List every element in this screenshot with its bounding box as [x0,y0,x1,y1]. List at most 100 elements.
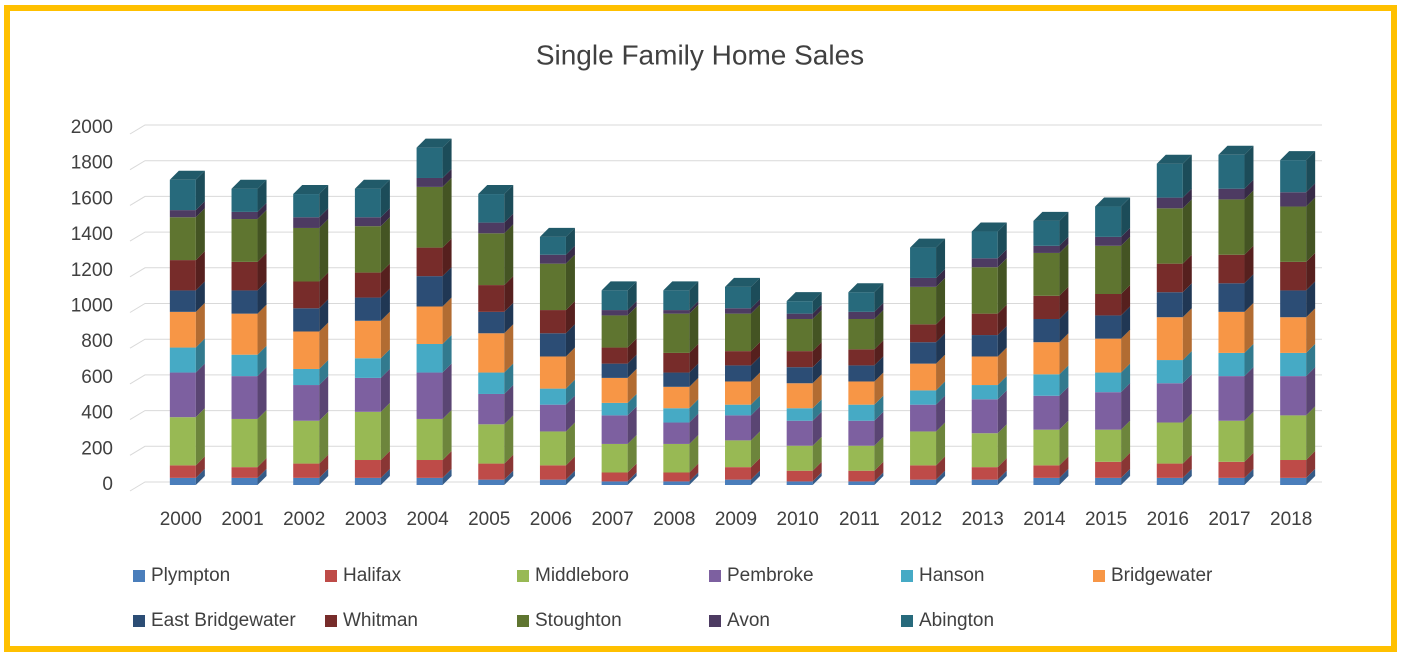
bar-segment [663,281,699,311]
bar-side [812,399,822,421]
y-tick-label: 1000 [71,296,113,317]
legend-label: Bridgewater [1111,565,1213,586]
grid-line [129,231,1322,242]
bar-segment [231,304,267,355]
bar-segment [231,210,267,262]
bar-segment [1218,190,1254,255]
bar-side [380,263,390,298]
y-tick-label: 200 [81,438,113,459]
bar-side [1182,154,1192,198]
bar-side [1182,308,1192,361]
bar-front [539,431,566,466]
bar-segment [354,368,390,412]
bar-top [478,185,514,195]
bar-segment [848,340,884,366]
bar-front [910,390,937,405]
bar-side [997,326,1007,357]
bar-side [936,277,946,325]
bar-side [1306,468,1316,485]
bar-segment [971,424,1007,468]
bar-side [689,434,699,473]
bar-front [601,315,628,348]
bar-segment [971,458,1007,480]
bar-segment [293,454,329,478]
bar-side [504,415,514,464]
bar-side [1244,274,1254,312]
x-tick-label: 2010 [777,509,819,530]
bar-front [1033,295,1060,319]
bar-segment [1218,367,1254,421]
bar-segment [971,222,1007,259]
bar-front [725,440,751,468]
bar-side [874,302,884,319]
bar-side [997,347,1007,386]
bar-segment [416,168,452,187]
bar-side [1121,236,1131,295]
bar-side [257,202,267,220]
bar-front [663,352,690,373]
bar-segment [601,406,637,444]
bar-side [1059,420,1069,466]
bar-front [478,194,505,223]
bar-side [195,408,205,466]
bar-segment [663,343,699,373]
bar-side [1059,286,1069,319]
bar-side [627,354,637,378]
bar-top [910,238,946,248]
bar-segment [1095,329,1131,373]
bar-segment [354,451,390,478]
bar-side [380,468,390,485]
bar-side [689,399,699,423]
bar-segment [725,458,760,480]
bar-side [627,393,637,416]
bar-segment [910,277,946,325]
bar-segment [169,338,205,373]
bar-segment [539,254,575,311]
bar-front [910,431,937,466]
bar-side [565,324,575,357]
bar-segment [786,309,822,352]
x-tick-label: 2000 [160,509,202,530]
bar-front [1033,429,1060,466]
bar-side [504,363,514,394]
bar-front [169,477,196,485]
bar-segment [1095,197,1131,237]
bar-front [1033,220,1060,246]
bar-front [848,420,875,446]
bar-side [504,324,514,373]
bar-segment [1095,363,1131,393]
bar-side [936,238,946,278]
bar-segment [786,399,822,421]
bar-front [1095,461,1122,478]
bar-front [971,479,998,485]
bar-side [319,185,329,218]
bar-front [601,290,628,311]
bar-segment [293,218,329,282]
bar-front [786,318,813,352]
bar-segment [416,409,452,461]
bar-segment [971,258,1007,314]
bar-segment [478,363,514,394]
bar-front [1095,294,1122,316]
bar-front [1095,392,1122,430]
bar-top [169,170,205,180]
legend-label: Abington [919,610,994,631]
bar-segment [169,251,205,291]
bar-front [1095,206,1122,237]
legend-swatch [517,615,529,627]
bar-front [971,313,998,336]
legend-swatch [1093,570,1105,582]
bar-front [601,402,628,416]
bar-side [1182,283,1192,318]
bar-front [1095,429,1122,462]
bar-front [910,342,937,364]
bar-side [1182,454,1192,478]
bar-front [1033,395,1060,430]
bar-segment [1033,243,1069,296]
bar-front [601,481,628,485]
bar-front [910,247,937,278]
bar-segment [971,347,1007,386]
bar-front [1033,245,1060,253]
bar-side [195,468,205,485]
bar-front [354,297,381,321]
